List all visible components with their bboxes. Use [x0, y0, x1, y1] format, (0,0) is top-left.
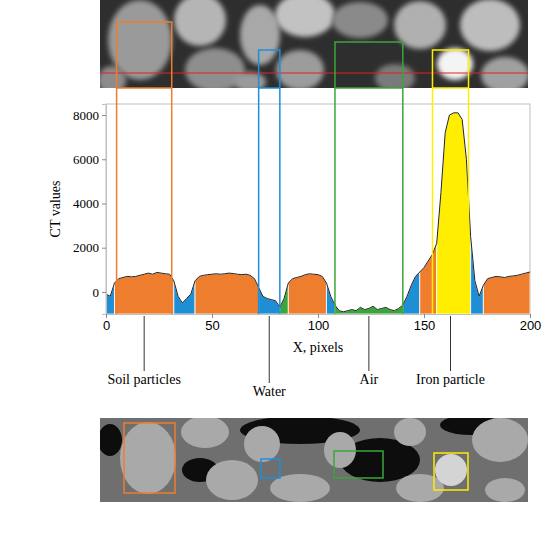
y-axis-line — [102, 105, 107, 315]
phase-label: Water — [253, 384, 286, 399]
y-axis-title: CT values — [48, 181, 63, 238]
y-tick: 8000 — [73, 108, 106, 123]
phase-area — [437, 113, 471, 314]
soil-region — [472, 418, 528, 462]
phase-area — [420, 243, 437, 314]
soil-region — [396, 474, 444, 502]
ct-profile — [106, 113, 530, 312]
x-tick-label: 100 — [308, 318, 330, 333]
y-tick-mark — [102, 248, 106, 249]
soil-region — [324, 432, 356, 468]
y-tick-label: 6000 — [73, 152, 99, 167]
grain — [100, 66, 126, 88]
leader-line — [269, 316, 270, 383]
phase-box — [432, 50, 468, 314]
y-tick-mark — [102, 115, 106, 116]
figure: 0 2000 4000 6000 8000 0 50 100 150 200 CT values X,… — [0, 0, 553, 559]
x-axis-title: X, pixels — [293, 340, 344, 355]
x-axis: 0 50 100 150 200 — [103, 314, 541, 333]
y-tick-label: 8000 — [73, 108, 99, 123]
y-tick: 0 — [93, 285, 107, 300]
plot-frame — [106, 104, 530, 314]
grain — [240, 5, 280, 65]
phase-area — [403, 272, 420, 314]
phase-box — [335, 42, 403, 314]
phase-label: Iron particle — [416, 372, 485, 387]
phase-label: Air — [360, 372, 379, 387]
grain — [460, 0, 520, 51]
y-axis: 0 2000 4000 6000 8000 — [73, 105, 107, 315]
phase-box — [259, 50, 280, 314]
phase-area — [114, 272, 173, 314]
x-tick: 150 — [414, 314, 436, 333]
plot-marks — [106, 113, 530, 314]
soil-region — [120, 422, 176, 494]
phase-area — [195, 273, 259, 314]
segment-box — [434, 453, 468, 490]
phase-area — [259, 287, 280, 314]
x-tick-label: 0 — [103, 318, 110, 333]
grain — [437, 48, 473, 80]
leader-line — [368, 316, 369, 371]
y-tick-label: 2000 — [73, 240, 99, 255]
x-tick: 0 — [103, 314, 110, 333]
phase-area — [288, 274, 326, 314]
y-tick: 2000 — [73, 240, 106, 255]
y-tick: 6000 — [73, 152, 106, 167]
phase-box — [117, 22, 172, 314]
profile-line — [100, 73, 528, 74]
y-tick-label: 4000 — [73, 196, 99, 211]
phase-area — [335, 305, 403, 314]
soil-region — [206, 460, 258, 500]
phase-label: Soil particles — [107, 372, 181, 387]
x-tick-label: 50 — [205, 318, 219, 333]
leader-line — [144, 316, 145, 371]
segment-box — [334, 451, 383, 478]
soil-region — [394, 418, 426, 446]
grain — [276, 50, 324, 88]
x-tick: 50 — [205, 314, 219, 333]
x-tick-label: 200 — [520, 318, 542, 333]
x-tick-label: 150 — [414, 318, 436, 333]
segmented-image — [100, 418, 528, 502]
phase-area — [471, 237, 484, 314]
soil-region — [244, 426, 280, 462]
y-tick-mark — [102, 203, 106, 204]
y-tick-mark — [102, 292, 106, 293]
grain — [234, 72, 266, 88]
y-tick-label: 0 — [93, 285, 100, 300]
soil-region — [435, 454, 467, 486]
grain — [275, 0, 335, 37]
leader-line — [450, 316, 451, 371]
x-tick: 100 — [308, 314, 330, 333]
ct-image — [100, 0, 528, 88]
grain — [174, 0, 226, 46]
y-tick-mark — [102, 159, 106, 160]
soil-region — [181, 418, 229, 448]
y-tick: 4000 — [73, 196, 106, 211]
x-tick: 200 — [520, 314, 542, 333]
grain — [375, 64, 415, 88]
segment-box — [261, 459, 280, 478]
grain — [332, 2, 388, 38]
air-region — [100, 424, 122, 456]
segment-box — [124, 423, 175, 493]
soil-region — [485, 478, 525, 502]
phase-area — [174, 281, 195, 314]
